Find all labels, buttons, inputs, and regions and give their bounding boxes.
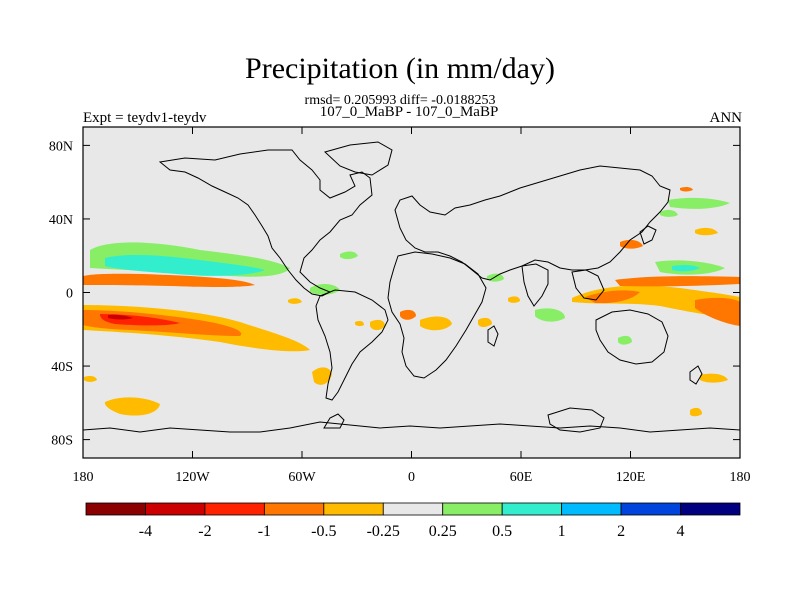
x-tick-label-1: 120W (175, 470, 210, 485)
patch-yellow-atlantic-equator (370, 319, 385, 331)
colorbar-swatch-3 (263, 502, 325, 516)
y-tick-label-3: 40S (51, 360, 73, 375)
patch-orange-north-west-pacific (620, 239, 643, 249)
colorbar-label-8: 2 (617, 523, 625, 540)
patch-green-indian-ocean (535, 308, 565, 322)
y-tick-label-1: 40N (49, 213, 73, 228)
x-tick-label-6: 180 (730, 470, 751, 485)
continent-outlines (82, 141, 741, 433)
outline-north-america (158, 149, 373, 297)
patch-green-australia (618, 335, 632, 345)
x-tick-label-2: 60W (288, 470, 316, 485)
x-tick-label-5: 120E (616, 470, 646, 485)
colorbar-label-6: 0.5 (492, 523, 512, 540)
patch-yellow-south-east-pacific (700, 373, 728, 383)
patch-orange-gulf-guinea (400, 309, 416, 320)
colorbar-label-2: -1 (258, 523, 271, 540)
colorbar-swatch-9 (620, 502, 681, 516)
patch-orange-east-of-dateline (695, 297, 740, 326)
patch-yellow-north-america-small (355, 321, 364, 327)
outline-india (521, 263, 549, 307)
patch-yellow-tasman (690, 407, 702, 417)
outline-japan (639, 225, 657, 245)
colorbar-label-3: -0.5 (311, 523, 336, 540)
colorbar-swatch-2 (204, 502, 265, 516)
patch-yellow-caribbean (288, 298, 302, 304)
y-tick-label-4: 80S (51, 434, 73, 449)
x-tick-label-4: 60E (510, 470, 533, 485)
outline-antarctic-peninsula (323, 413, 345, 429)
y-tick-label-0: 80N (49, 139, 73, 154)
colorbar-swatch-0 (85, 502, 146, 516)
colorbar-swatch-6 (442, 502, 503, 516)
patch-orange-west-pacific (585, 290, 640, 304)
colorbar-label-5: 0.25 (429, 523, 457, 540)
outline-africa (387, 251, 487, 379)
colorbar-label-7: 1 (558, 523, 566, 540)
colorbar-label-0: -4 (139, 523, 152, 540)
outline-southern-island (547, 407, 605, 433)
patch-yellow-indian-ocean (478, 317, 492, 327)
patch-yellow-east-pacific (84, 376, 97, 382)
patch-orange-west-pacific-north (615, 276, 740, 287)
expt-label: Expt = teydv1-teydv (83, 110, 207, 126)
rmsd-diff-stats: rmsd= 0.205993 diff= -0.0188253 (304, 93, 496, 108)
season-label: ANN (709, 110, 743, 126)
colorbar-swatch-10 (680, 502, 741, 516)
outline-greenland (324, 141, 393, 176)
y-tick-label-2: 0 (66, 287, 73, 302)
colorbar-swatch-8 (561, 502, 622, 516)
x-tick-label-0: 180 (73, 470, 94, 485)
chart-title: Precipitation (in mm/day) (245, 52, 555, 85)
patch-yellow-south-atlantic (312, 367, 332, 385)
patch-yellow-africa (420, 316, 452, 331)
colorbar-swatch-5 (382, 502, 444, 516)
colorbar-label-9: 4 (677, 523, 685, 540)
case-label: 107_0_MaBP - 107_0_MaBP (319, 104, 499, 120)
patch-green-north-east-asia (660, 209, 678, 217)
patch-yellow-southern-pacific (104, 397, 160, 416)
patch-green-north-africa (340, 251, 358, 260)
colorbar-label-1: -2 (198, 523, 211, 540)
patch-orange-indian-small (508, 296, 520, 303)
x-axis: 180 120W 60W 0 60E 120E 180 (73, 127, 751, 485)
colorbar: -4 -2 -1 -0.5 -0.25 0.25 0.5 1 2 4 (85, 502, 741, 540)
patch-darkred-south-pacific (108, 314, 133, 320)
x-tick-label-3: 0 (408, 470, 415, 485)
patch-green-north-west-pacific (668, 197, 730, 209)
colorbar-label-4: -0.25 (367, 523, 400, 540)
patch-orange-north-pacific-small (680, 186, 693, 192)
colorbar-swatch-7 (501, 502, 563, 516)
patch-yellow-north-west-pacific (695, 227, 718, 236)
outline-madagascar (487, 325, 499, 347)
patch-orange-equator (83, 273, 255, 287)
anomaly-patches (83, 186, 740, 417)
patch-cyan-north-pacific (105, 254, 265, 276)
y-axis: 80N 40N 0 40S 80S (49, 139, 740, 449)
outline-new-zealand (689, 365, 703, 385)
colorbar-swatch-4 (323, 502, 384, 516)
outline-southeast-asia (571, 269, 605, 301)
outline-antarctica (82, 421, 741, 433)
outline-south-america (315, 289, 389, 401)
colorbar-swatch-1 (145, 502, 206, 516)
outline-australia (595, 309, 669, 365)
patch-cyan-west-pacific (672, 264, 700, 272)
